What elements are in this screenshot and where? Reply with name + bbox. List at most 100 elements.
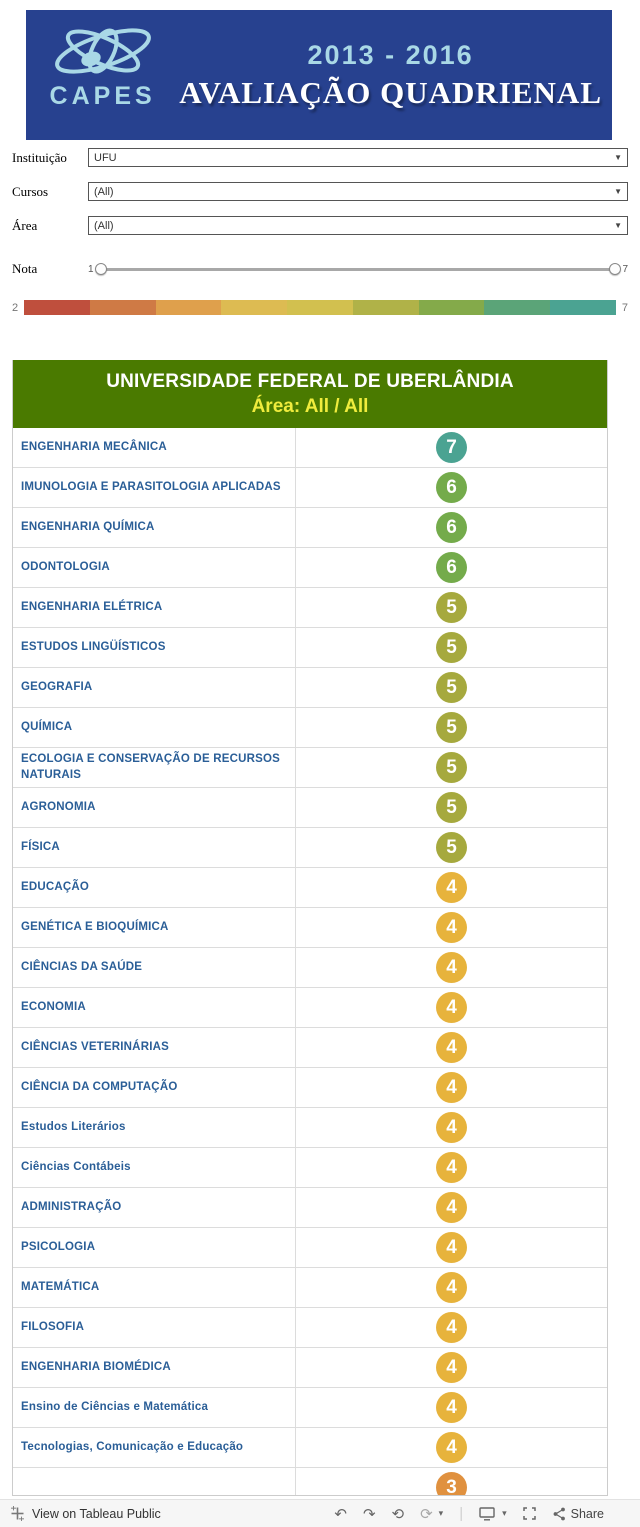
- legend-segment: [155, 300, 222, 315]
- redo-icon[interactable]: ↷: [362, 1505, 376, 1523]
- chevron-down-icon: ▼: [614, 153, 622, 162]
- table-row[interactable]: Estudos Literários 4: [13, 1108, 607, 1148]
- score-badge[interactable]: 6: [436, 552, 467, 583]
- score-badge[interactable]: 6: [436, 472, 467, 503]
- table-row[interactable]: ODONTOLOGIA 6: [13, 548, 607, 588]
- table-row[interactable]: EDUCAÇÃO 4: [13, 868, 607, 908]
- score-badge[interactable]: 5: [436, 632, 467, 663]
- table-row[interactable]: MATEMÁTICA 4: [13, 1268, 607, 1308]
- score-badge[interactable]: 3: [436, 1472, 467, 1495]
- table-row[interactable]: QUÍMICA 5: [13, 708, 607, 748]
- filter-label-instituicao: Instituição: [12, 149, 67, 165]
- score-badge[interactable]: 4: [436, 1152, 467, 1183]
- revert-icon[interactable]: ⟲: [391, 1505, 405, 1523]
- table-row[interactable]: Ensino de Ciências e Matemática 4: [13, 1388, 607, 1428]
- slider-handle-max[interactable]: [609, 263, 622, 275]
- table-row[interactable]: GEOGRAFIA 5: [13, 668, 607, 708]
- slider-max-label: 7: [622, 263, 628, 275]
- score-badge[interactable]: 4: [436, 872, 467, 903]
- score-badge[interactable]: 4: [436, 992, 467, 1023]
- course-name: QUÍMICA: [13, 708, 296, 747]
- table-row[interactable]: ECOLOGIA E CONSERVAÇÃO DE RECURSOS NATUR…: [13, 748, 607, 788]
- slider-handle-min[interactable]: [94, 263, 107, 275]
- filter-label-nota: Nota: [12, 261, 38, 276]
- score-cell: 4: [296, 1348, 607, 1387]
- score-cell: 4: [296, 1228, 607, 1267]
- score-badge[interactable]: 4: [436, 1272, 467, 1303]
- score-badge[interactable]: 4: [436, 1392, 467, 1423]
- score-badge[interactable]: 4: [436, 1032, 467, 1063]
- table-row[interactable]: FÍSICA 5: [13, 828, 607, 868]
- score-badge[interactable]: 4: [436, 1352, 467, 1383]
- nota-range-slider[interactable]: 1 7: [88, 263, 628, 275]
- score-cell: 4: [296, 1148, 607, 1187]
- score-badge[interactable]: 5: [436, 712, 467, 743]
- score-badge[interactable]: 4: [436, 912, 467, 943]
- score-badge[interactable]: 4: [436, 1432, 467, 1463]
- score-badge[interactable]: 5: [436, 792, 467, 823]
- table-row[interactable]: IMUNOLOGIA E PARASITOLOGIA APLICADAS 6: [13, 468, 607, 508]
- score-cell: 4: [296, 908, 607, 947]
- share-button[interactable]: Share: [552, 1507, 604, 1521]
- score-badge[interactable]: 5: [436, 672, 467, 703]
- table-row[interactable]: Ciências Contábeis 4: [13, 1148, 607, 1188]
- area-dropdown[interactable]: (All) ▼: [88, 216, 628, 235]
- score-badge[interactable]: 4: [436, 1312, 467, 1343]
- table-row[interactable]: ENGENHARIA QUÍMICA 6: [13, 508, 607, 548]
- filter-row-cursos: Cursos (All) ▼: [12, 182, 628, 201]
- capes-logo: CAPES: [26, 10, 179, 140]
- table-row[interactable]: PSICOLOGIA 4: [13, 1228, 607, 1268]
- score-cell: 5: [296, 828, 607, 867]
- score-badge[interactable]: 5: [436, 592, 467, 623]
- table-row[interactable]: GENÉTICA E BIOQUÍMICA 4: [13, 908, 607, 948]
- score-badge[interactable]: 5: [436, 752, 467, 783]
- table-row[interactable]: AGRONOMIA 5: [13, 788, 607, 828]
- filter-label-area: Área: [12, 217, 38, 233]
- score-badge[interactable]: 4: [436, 1232, 467, 1263]
- table-row[interactable]: ENGENHARIA MECÂNICA 7: [13, 428, 607, 468]
- view-on-tableau-label: View on Tableau Public: [32, 1506, 161, 1521]
- view-on-tableau-link[interactable]: View on Tableau Public: [10, 1506, 161, 1521]
- fullscreen-icon[interactable]: [522, 1507, 536, 1520]
- score-badge[interactable]: 4: [436, 1112, 467, 1143]
- score-cell: 4: [296, 988, 607, 1027]
- table-row[interactable]: ESTUDOS LINGÜÍSTICOS 5: [13, 628, 607, 668]
- score-cell: 5: [296, 628, 607, 667]
- filter-panel: Instituição UFU ▼ Cursos (All) ▼ Área (A…: [12, 148, 628, 279]
- table-row[interactable]: CIÊNCIAS DA SAÚDE 4: [13, 948, 607, 988]
- table-row[interactable]: CIÊNCIA DA COMPUTAÇÃO 4: [13, 1068, 607, 1108]
- slider-track[interactable]: [94, 263, 622, 275]
- course-name: CIÊNCIA DA COMPUTAÇÃO: [13, 1068, 296, 1107]
- score-badge[interactable]: 4: [436, 952, 467, 983]
- table-row[interactable]: ECONOMIA 4: [13, 988, 607, 1028]
- table-row[interactable]: FILOSOFIA 4: [13, 1308, 607, 1348]
- refresh-icon[interactable]: ⟳: [420, 1505, 433, 1523]
- course-name: CIÊNCIAS VETERINÁRIAS: [13, 1028, 296, 1067]
- score-badge[interactable]: 4: [436, 1192, 467, 1223]
- cursos-dropdown[interactable]: (All) ▼: [88, 182, 628, 201]
- table-row[interactable]: ENGENHARIA BIOMÉDICA 4: [13, 1348, 607, 1388]
- table-row[interactable]: 3: [13, 1468, 607, 1495]
- table-row[interactable]: ADMINISTRAÇÃO 4: [13, 1188, 607, 1228]
- tableau-logo-icon: [11, 1506, 24, 1521]
- score-color-legend[interactable]: 2 7: [12, 300, 628, 315]
- pause-menu-chevron-icon[interactable]: ▾: [438, 1508, 444, 1518]
- instituicao-dropdown[interactable]: UFU ▼: [88, 148, 628, 167]
- score-cell: 7: [296, 428, 607, 467]
- course-name: Ciências Contábeis: [13, 1148, 296, 1187]
- course-name: PSICOLOGIA: [13, 1228, 296, 1267]
- course-name: ENGENHARIA MECÂNICA: [13, 428, 296, 467]
- undo-icon[interactable]: ↶: [334, 1505, 347, 1523]
- legend-segment: [418, 300, 485, 315]
- table-row[interactable]: CIÊNCIAS VETERINÁRIAS 4: [13, 1028, 607, 1068]
- score-badge[interactable]: 5: [436, 832, 467, 863]
- device-layout-icon[interactable]: [479, 1506, 496, 1521]
- table-row[interactable]: Tecnologias, Comunicação e Educação 4: [13, 1428, 607, 1468]
- score-badge[interactable]: 4: [436, 1072, 467, 1103]
- score-badge[interactable]: 6: [436, 512, 467, 543]
- device-menu-chevron-icon[interactable]: ▾: [502, 1508, 507, 1518]
- filter-row-instituicao: Instituição UFU ▼: [12, 148, 628, 167]
- score-badge[interactable]: 7: [436, 432, 467, 463]
- table-row[interactable]: ENGENHARIA ELÉTRICA 5: [13, 588, 607, 628]
- course-name: ENGENHARIA ELÉTRICA: [13, 588, 296, 627]
